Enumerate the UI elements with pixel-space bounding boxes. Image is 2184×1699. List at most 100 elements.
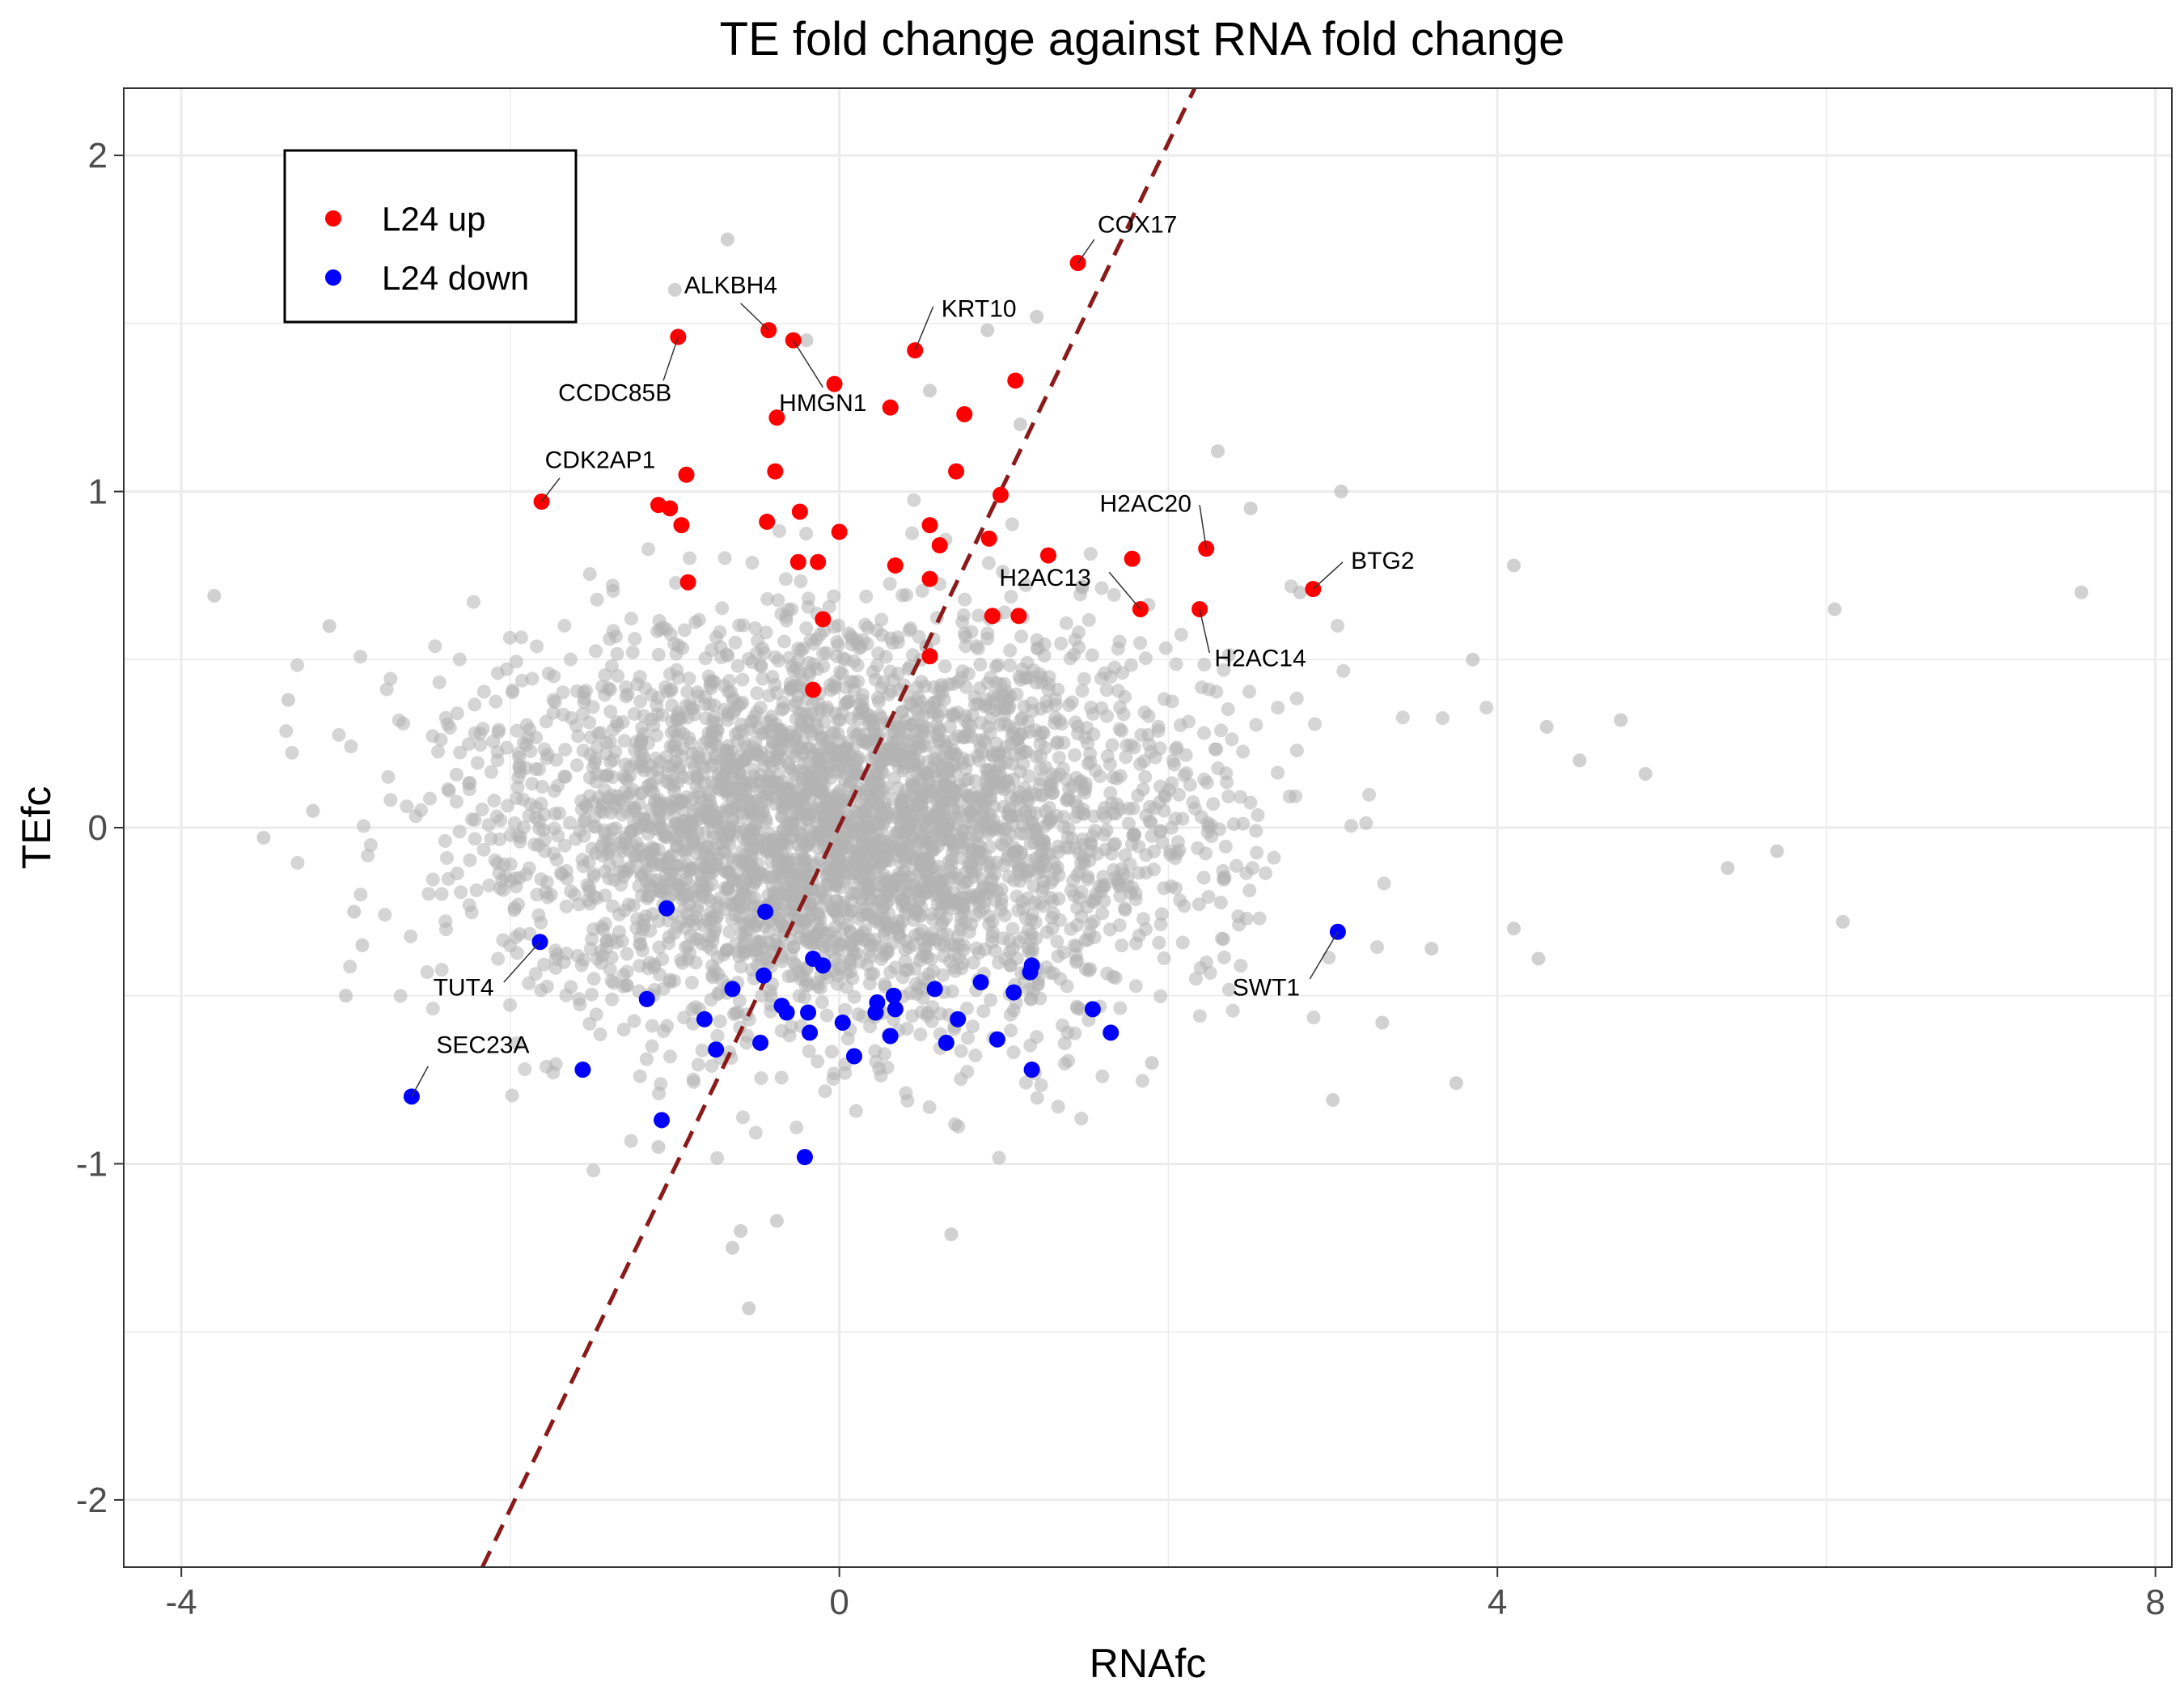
background-point — [1258, 866, 1272, 880]
background-point — [831, 840, 845, 854]
background-point — [757, 758, 772, 773]
background-point — [895, 792, 910, 807]
background-point — [725, 1240, 739, 1255]
point-l24-down — [1084, 1001, 1101, 1018]
background-point — [1039, 925, 1054, 939]
background-point — [771, 593, 785, 608]
gene-label: ALKBH4 — [684, 272, 777, 299]
point-l24-up — [992, 486, 1009, 503]
background-point — [1188, 972, 1203, 986]
background-point — [1164, 879, 1179, 893]
background-point — [1084, 701, 1098, 715]
background-point — [1572, 753, 1587, 768]
background-point — [720, 232, 734, 247]
background-point — [948, 807, 963, 821]
background-point — [1110, 771, 1124, 786]
background-point — [895, 914, 910, 929]
background-point — [537, 742, 552, 756]
background-point — [1197, 772, 1212, 786]
point-l24-up — [921, 570, 938, 587]
legend-label-l24-up: L24 up — [382, 200, 485, 238]
gene-label: TUT4 — [434, 975, 494, 1002]
background-point — [449, 767, 463, 782]
background-point — [442, 783, 456, 798]
background-point — [963, 804, 977, 819]
background-point — [659, 749, 674, 764]
background-point — [589, 774, 603, 789]
background-point — [960, 789, 975, 803]
background-point — [828, 878, 843, 892]
background-point — [493, 832, 507, 846]
background-point — [981, 556, 996, 570]
background-point — [985, 914, 1000, 929]
background-point — [1221, 701, 1235, 716]
background-point — [667, 282, 682, 297]
background-point — [452, 652, 467, 667]
background-point — [523, 744, 538, 758]
background-point — [669, 859, 684, 874]
background-point — [802, 1044, 816, 1058]
background-point — [1067, 888, 1081, 903]
background-point — [624, 612, 638, 626]
background-point — [849, 636, 864, 650]
background-point — [1362, 787, 1377, 802]
background-point — [1037, 833, 1052, 848]
background-point — [355, 938, 370, 952]
background-point — [463, 776, 477, 790]
background-point — [1243, 795, 1258, 810]
background-point — [887, 771, 901, 786]
background-point — [645, 1039, 659, 1053]
background-point — [684, 887, 699, 901]
background-point — [993, 718, 1007, 732]
background-point — [948, 1117, 963, 1132]
background-point — [650, 707, 664, 722]
background-point — [613, 836, 628, 850]
background-point — [1005, 922, 1020, 936]
gene-label: SEC23A — [436, 1032, 529, 1058]
point-l24-up — [948, 463, 965, 480]
background-point — [759, 625, 773, 640]
background-point — [717, 551, 732, 566]
background-point — [935, 872, 950, 887]
point-l24-down — [950, 1011, 967, 1027]
background-point — [800, 923, 815, 938]
background-point — [507, 816, 522, 831]
background-point — [841, 908, 856, 922]
background-point — [693, 856, 708, 871]
background-point — [723, 756, 738, 770]
background-point — [732, 994, 747, 1008]
background-point — [1099, 683, 1114, 697]
background-point — [482, 878, 497, 892]
background-point — [1078, 962, 1093, 977]
background-point — [522, 976, 536, 990]
background-point — [1053, 972, 1068, 986]
background-point — [469, 883, 484, 897]
background-point — [831, 618, 845, 633]
background-point — [858, 863, 873, 878]
background-point — [874, 612, 889, 627]
background-point — [846, 724, 861, 739]
background-point — [1100, 749, 1115, 764]
point-l24-down — [815, 957, 832, 974]
background-point — [616, 870, 631, 884]
background-point — [1005, 736, 1019, 751]
background-point — [1293, 585, 1307, 600]
background-point — [857, 803, 872, 818]
background-point — [1135, 1074, 1149, 1088]
background-point — [1013, 417, 1027, 431]
background-point — [785, 896, 800, 911]
background-point — [913, 1027, 928, 1042]
background-point — [744, 824, 759, 838]
background-point — [586, 972, 601, 986]
background-point — [691, 746, 705, 761]
background-point — [573, 998, 587, 1012]
background-point — [1075, 833, 1090, 847]
background-point — [989, 676, 1004, 690]
background-point — [772, 756, 786, 770]
background-point — [791, 642, 806, 656]
background-point — [932, 790, 946, 804]
background-point — [1086, 727, 1101, 742]
point-l24-up — [1039, 547, 1056, 564]
background-point — [1003, 643, 1018, 658]
background-point — [1071, 625, 1086, 640]
